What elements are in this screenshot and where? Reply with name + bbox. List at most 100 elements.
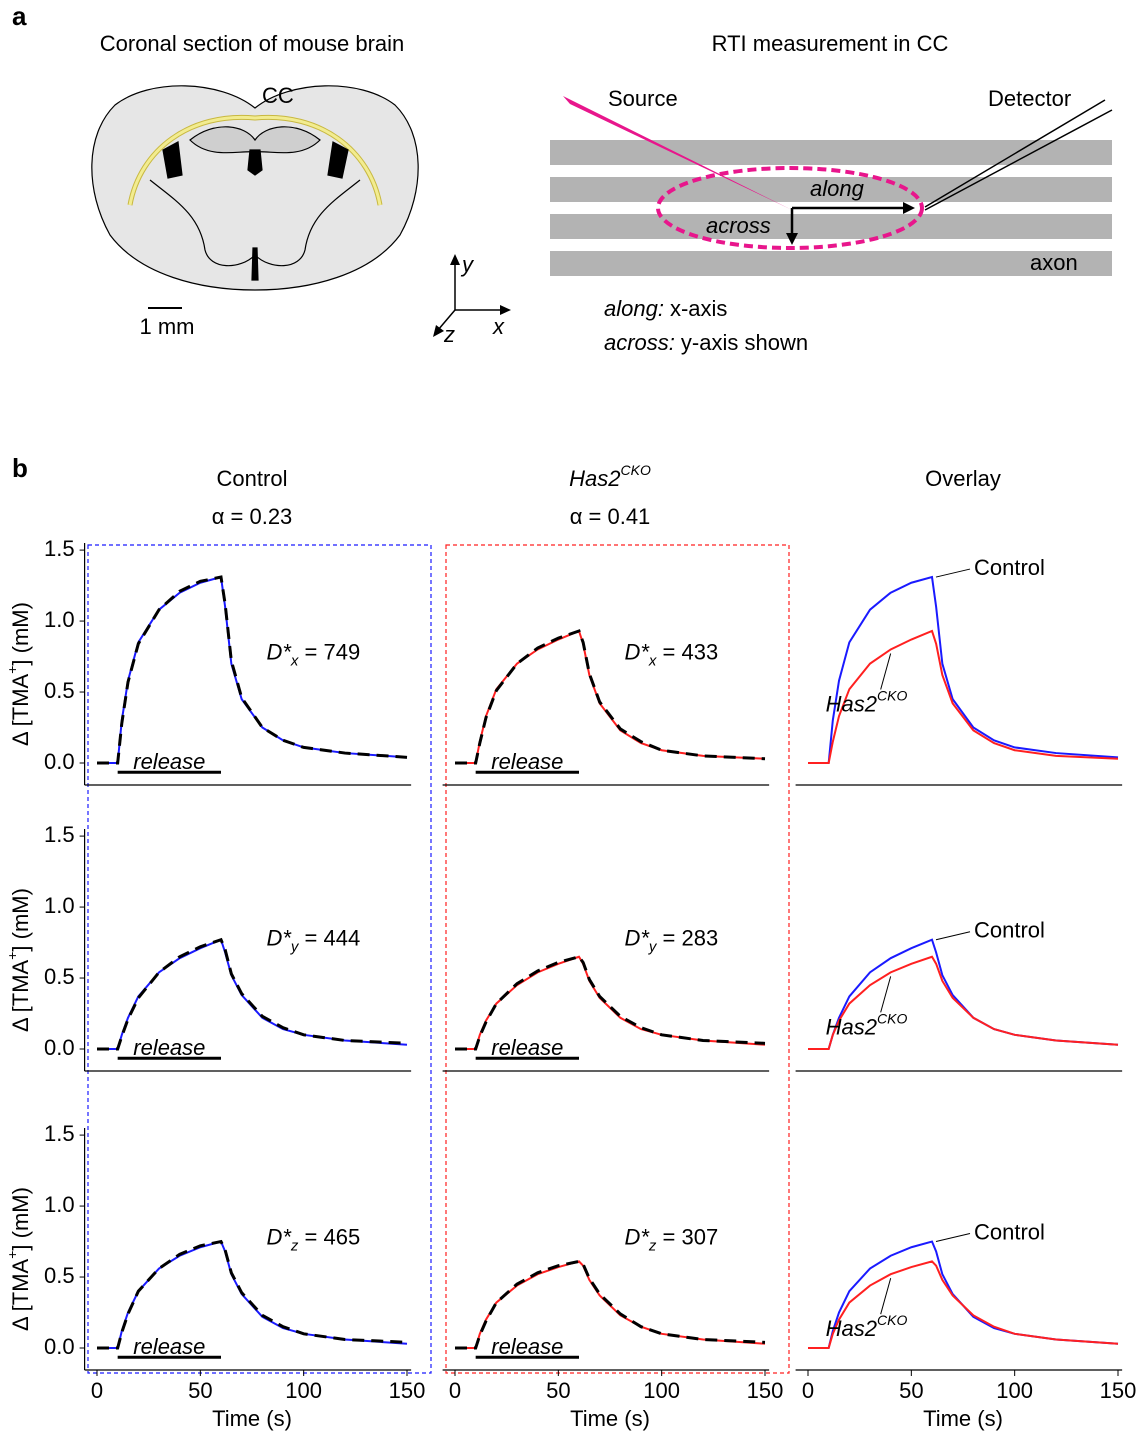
- control-box: [87, 544, 432, 1374]
- x-tick-label: 150: [389, 1378, 426, 1403]
- y-tick-label: 0.0: [44, 1334, 75, 1359]
- y-axis-label: Δ [TMA+] (mM): [4, 602, 33, 746]
- note-across: across: y-axis shown: [604, 330, 808, 355]
- y-tick-label: 0.0: [44, 1035, 75, 1060]
- y-axis-label-rest: ] (mM): [8, 602, 33, 666]
- diffusion-label-rest: = 465: [298, 1225, 360, 1250]
- diffusion-label: D*y = 444: [266, 926, 360, 956]
- y-tick-label: 0.5: [44, 1263, 75, 1288]
- overlay-label-sup: CKO: [877, 1312, 907, 1328]
- x-tick-label: 100: [643, 1378, 680, 1403]
- rti-schematic: [433, 96, 1113, 337]
- data-line: [808, 629, 1119, 764]
- diffusion-label-main: D*: [266, 1225, 292, 1250]
- panel-label: b: [12, 453, 28, 483]
- y-axis-label-main: Δ [TMA: [8, 959, 33, 1031]
- y-axis-label: Δ [TMA+] (mM): [4, 1187, 33, 1331]
- release-label: release: [491, 1035, 563, 1060]
- overlay-label: Has2CKO: [826, 687, 908, 716]
- diffusion-label-sub: z: [290, 1238, 299, 1255]
- column-title-main: Has2: [569, 466, 620, 491]
- diffusion-label-rest: = 749: [298, 640, 360, 665]
- data-line: [97, 575, 408, 764]
- overlay-label: Control: [974, 918, 1045, 943]
- axis-letter: y: [460, 252, 475, 277]
- y-axis-label-sup: +: [4, 952, 20, 960]
- y-axis-label-main: Δ [TMA: [8, 673, 33, 745]
- overlay-label-main: Has2: [826, 1014, 877, 1039]
- panel-label: a: [12, 1, 27, 31]
- cc-label: CC: [262, 83, 294, 108]
- y-axis-label: Δ [TMA+] (mM): [4, 888, 33, 1032]
- data-line: [808, 1260, 1119, 1349]
- diffusion-label-rest: = 444: [298, 926, 360, 951]
- diffusion-label-main: D*: [624, 926, 650, 951]
- leader-line: [880, 1278, 892, 1315]
- column-title: Has2CKO: [569, 462, 651, 491]
- overlay-label-sup: CKO: [877, 687, 907, 703]
- fit-line: [455, 629, 766, 765]
- diffusion-label-rest: = 307: [656, 1225, 718, 1250]
- x-tick-label: 50: [546, 1378, 570, 1403]
- column-subtitle: α = 0.23: [212, 504, 293, 529]
- x-tick-label: 150: [747, 1378, 784, 1403]
- data-line: [97, 938, 408, 1050]
- source-label: Source: [608, 86, 678, 111]
- scale-label: 1 mm: [140, 314, 195, 339]
- fit-line: [455, 955, 766, 1051]
- diffusion-label-sub: y: [290, 939, 300, 956]
- diffusion-label-sub: y: [648, 939, 658, 956]
- y-tick-label: 1.0: [44, 1192, 75, 1217]
- note-term: across:: [604, 330, 675, 355]
- y-axis-label-rest: ] (mM): [8, 888, 33, 952]
- release-label: release: [133, 1035, 205, 1060]
- fit-line: [97, 937, 408, 1051]
- diffusion-label: D*x = 433: [624, 640, 718, 670]
- x-tick-label: 0: [91, 1378, 103, 1403]
- leader-line: [880, 976, 892, 1013]
- along-label: along: [810, 176, 865, 201]
- y-tick-label: 1.0: [44, 607, 75, 632]
- column-title: Overlay: [925, 466, 1001, 491]
- leader-line: [935, 931, 971, 941]
- note-text: y-axis shown: [681, 330, 808, 355]
- release-label: release: [133, 749, 205, 774]
- y-tick-label: 1.5: [44, 822, 75, 847]
- diffusion-label-sub: x: [648, 653, 657, 670]
- leader-line: [935, 1233, 971, 1243]
- x-axis-label: Time (s): [212, 1406, 292, 1431]
- release-label: release: [133, 1334, 205, 1359]
- y-tick-label: 1.0: [44, 893, 75, 918]
- x-tick-label: 100: [996, 1378, 1033, 1403]
- panel-a-title: RTI measurement in CC: [712, 31, 949, 56]
- detector-label: Detector: [988, 86, 1071, 111]
- diffusion-label-main: D*: [624, 640, 650, 665]
- y-tick-label: 0.5: [44, 964, 75, 989]
- note-along: along: x-axis: [604, 296, 727, 321]
- overlay-label-main: Has2: [826, 1316, 877, 1341]
- data-line: [808, 955, 1119, 1050]
- x-axis-label: Time (s): [923, 1406, 1003, 1431]
- overlay-label: Control: [974, 1219, 1045, 1244]
- panel-a-title: Coronal section of mouse brain: [100, 31, 405, 56]
- release-label: release: [491, 749, 563, 774]
- release-label: release: [491, 1334, 563, 1359]
- y-tick-label: 0.0: [44, 749, 75, 774]
- has2-box: [445, 544, 790, 1374]
- diffusion-label: D*z = 465: [266, 1225, 360, 1255]
- data-line: [455, 629, 766, 764]
- x-tick-label: 50: [899, 1378, 923, 1403]
- diffusion-label-rest: = 433: [656, 640, 718, 665]
- x-tick-label: 50: [188, 1378, 212, 1403]
- leader-line: [935, 568, 971, 578]
- y-axis-label-sup: +: [4, 666, 20, 674]
- y-axis-label-rest: ] (mM): [8, 1187, 33, 1251]
- diffusion-label: D*z = 307: [624, 1225, 718, 1255]
- x-tick-label: 0: [802, 1378, 814, 1403]
- x-tick-label: 0: [449, 1378, 461, 1403]
- axon-label: axon: [1030, 250, 1078, 275]
- column-subtitle: α = 0.41: [570, 504, 651, 529]
- diffusion-label-sub: z: [648, 1238, 657, 1255]
- overlay-label-sup: CKO: [877, 1010, 907, 1026]
